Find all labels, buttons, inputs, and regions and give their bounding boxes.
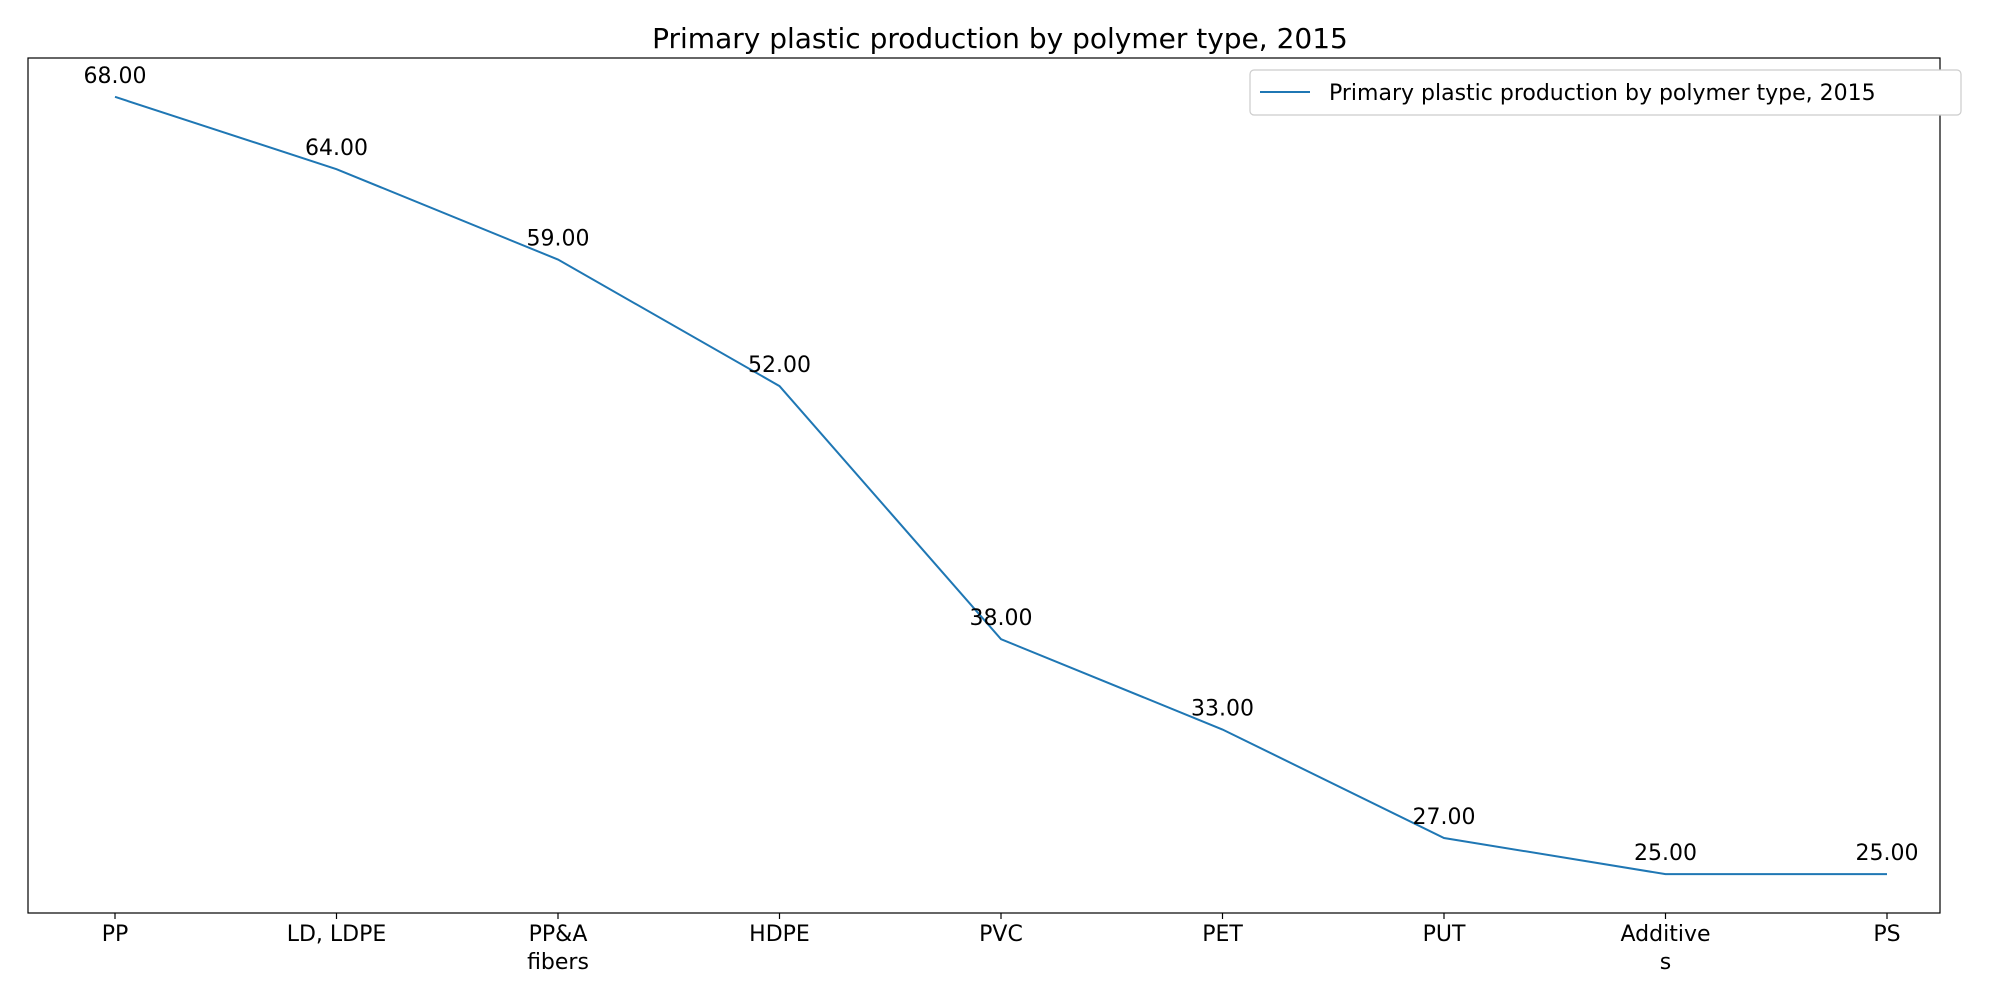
data-label: 59.00: [527, 227, 590, 252]
data-labels: 68.00 64.00 59.00 52.00 38.00 33.00 27.00 25.00…: [84, 64, 1919, 866]
data-label: 52.00: [748, 353, 811, 378]
x-tick-label: PS: [1873, 922, 1900, 947]
data-label: 27.00: [1413, 805, 1476, 830]
x-tick-label: LD, LDPE: [287, 922, 387, 947]
legend-label: Primary plastic production by polymer ty…: [1329, 81, 1876, 106]
x-tick-label: PUT: [1423, 922, 1466, 947]
legend: Primary plastic production by polymer ty…: [1250, 70, 1961, 115]
chart-title: Primary plastic production by polymer ty…: [652, 22, 1348, 55]
x-tick-label: HDPE: [749, 922, 810, 947]
plot-area-frame: [28, 58, 1940, 913]
data-label: 25.00: [1634, 841, 1697, 866]
series-line: [115, 97, 1887, 874]
data-label: 68.00: [84, 64, 147, 89]
data-label: 38.00: [970, 606, 1033, 631]
data-label: 25.00: [1856, 841, 1919, 866]
x-tick-label: PET: [1202, 922, 1243, 947]
x-tick-label: PVC: [979, 922, 1023, 947]
data-label: 33.00: [1191, 697, 1254, 722]
x-tick-label: PP: [102, 922, 129, 947]
series-layer: [115, 97, 1887, 874]
data-label: 64.00: [305, 136, 368, 161]
